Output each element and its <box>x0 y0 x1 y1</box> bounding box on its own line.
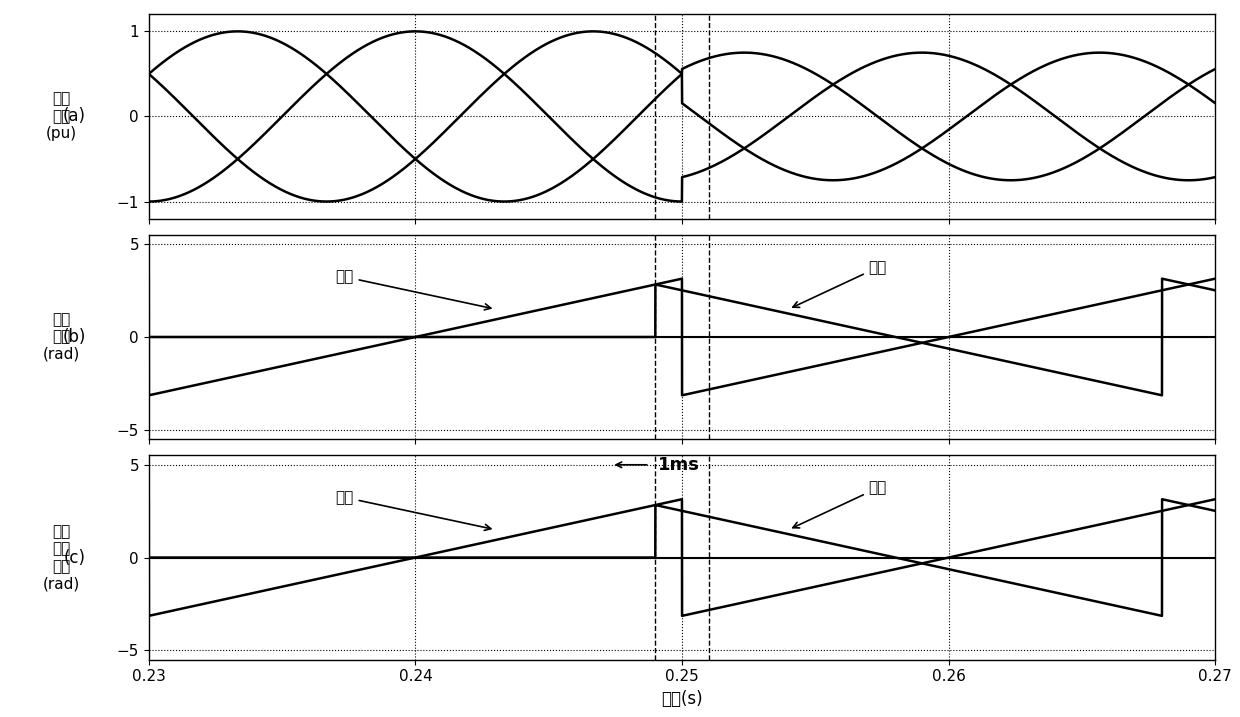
Text: 正序: 正序 <box>336 490 491 531</box>
Y-axis label: 识别
相位
(rad): 识别 相位 (rad) <box>42 312 79 362</box>
Y-axis label: 三相
电压
(pu): 三相 电压 (pu) <box>46 92 77 141</box>
Text: (a): (a) <box>63 108 86 125</box>
Y-axis label: 动态
锁相
相位
(rad): 动态 锁相 相位 (rad) <box>42 524 79 591</box>
Text: 1ms: 1ms <box>657 456 699 474</box>
X-axis label: 时间(s): 时间(s) <box>661 690 703 708</box>
Text: 负序: 负序 <box>792 480 887 528</box>
Text: 负序: 负序 <box>792 260 887 308</box>
Text: (b): (b) <box>62 328 86 346</box>
Text: 正序: 正序 <box>336 270 491 310</box>
Text: (c): (c) <box>63 549 86 566</box>
